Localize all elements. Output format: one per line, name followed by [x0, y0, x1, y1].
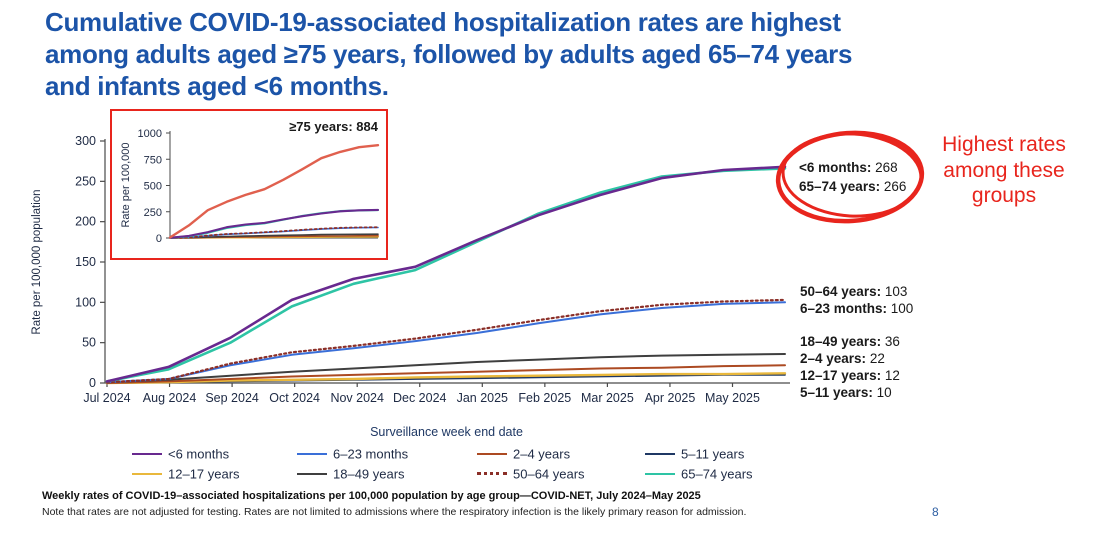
circled-label-65-74-years-name: 65–74 years:	[799, 179, 881, 194]
inset-y-tick-label: 1000	[138, 128, 162, 140]
main-x-tick-label: Apr 2025	[645, 391, 696, 405]
inset-y-tick-label: 500	[144, 181, 162, 193]
legend-item-18-49-years: 18–49 years	[297, 465, 405, 483]
legend-swatch-12-17-years	[132, 472, 162, 475]
inset-y-tick-label: 250	[144, 207, 162, 219]
footer-caption: Weekly rates of COVID-19–associated hosp…	[42, 490, 701, 502]
inset-peak-label: ≥75 years: 884	[289, 119, 379, 134]
legend-label-18-49-years: 18–49 years	[333, 466, 405, 482]
endpoint-label-50-64-years-name: 50–64 years:	[800, 284, 882, 299]
slide-title: Cumulative COVID-19-associated hospitali…	[45, 7, 853, 102]
main-y-tick-label: 200	[75, 215, 96, 229]
legend-item-5-11-years: 5–11 years	[645, 445, 744, 463]
legend-label-6-23-months: 6–23 months	[333, 446, 409, 462]
main-x-tick-label: Mar 2025	[581, 391, 634, 405]
main-y-tick-label: 50	[82, 336, 96, 350]
highlight-ellipse-inner	[781, 132, 923, 218]
endpoint-label-5-11-years-value: 10	[872, 385, 892, 400]
inset-y-axis-title: Rate per 100,000	[120, 142, 132, 227]
endpoint-label-18-49-years-value: 36	[881, 334, 900, 349]
legend-swatch-18-49-years	[297, 472, 327, 475]
legend-item-2-4-years: 2–4 years	[477, 445, 570, 463]
legend-label-50-64-years: 50–64 years	[513, 466, 585, 482]
main-x-tick-label: Jan 2025	[457, 391, 508, 405]
main-series-50-64-years-line	[105, 298, 787, 384]
main-x-tick-label: Feb 2025	[518, 391, 571, 405]
main-x-tick-label: Aug 2024	[143, 391, 197, 405]
main-y-tick-label: 150	[75, 255, 96, 269]
inset-y-tick-label: 750	[144, 154, 162, 166]
main-series-6-months-line	[105, 165, 787, 383]
highlight-note: Highest rates among these groups	[942, 133, 1066, 208]
main-x-tick-label: Jul 2024	[83, 391, 130, 405]
endpoint-label-2-4-years-value: 22	[866, 351, 885, 366]
circled-label-65-74-years: 65–74 years: 266	[799, 179, 906, 194]
legend-swatch-6-23-months	[297, 452, 327, 455]
legend-item-6-months: <6 months	[132, 445, 229, 463]
main-y-tick-label: 0	[89, 376, 96, 390]
page-number: 8	[932, 505, 939, 519]
legend-label-65-74-years: 65–74 years	[681, 466, 753, 482]
inset-y-tick-label: 0	[156, 233, 162, 245]
endpoint-label-2-4-years-name: 2–4 years:	[800, 351, 867, 366]
endpoint-label-5-11-years-name: 5–11 years:	[800, 385, 873, 400]
endpoint-label-50-64-years-value: 103	[881, 284, 908, 299]
main-series-12-17-years-line	[105, 372, 787, 385]
endpoint-label-12-17-years: 12–17 years: 12	[800, 368, 900, 383]
legend-label-5-11-years: 5–11 years	[681, 446, 745, 462]
inset-series-75-years-line	[168, 143, 380, 239]
circled-label-6-months-value: 268	[871, 160, 898, 175]
legend-swatch-50-64-years	[477, 472, 507, 476]
endpoint-label-12-17-years-name: 12–17 years:	[800, 368, 882, 383]
main-x-tick-label: Oct 2024	[269, 391, 320, 405]
main-series-2-4-years-line	[106, 364, 786, 384]
legend-item-65-74-years: 65–74 years	[645, 465, 753, 483]
main-y-tick-label: 300	[75, 134, 96, 148]
main-series-6-23-months-line	[106, 301, 786, 384]
main-y-tick-label: 250	[75, 174, 96, 188]
endpoint-label-2-4-years: 2–4 years: 22	[800, 351, 885, 366]
main-x-tick-label: Sep 2024	[205, 391, 259, 405]
circled-label-6-months-name: <6 months:	[799, 160, 872, 175]
endpoint-label-18-49-years-name: 18–49 years:	[800, 334, 882, 349]
main-x-tick-label: Dec 2024	[393, 391, 447, 405]
legend-item-6-23-months: 6–23 months	[297, 445, 408, 463]
circled-label-6-months: <6 months: 268	[799, 160, 898, 175]
main-x-tick-label: May 2025	[705, 391, 760, 405]
inset-series-6-months-line	[168, 208, 380, 239]
endpoint-label-18-49-years: 18–49 years: 36	[800, 334, 900, 349]
legend-label-12-17-years: 12–17 years	[168, 466, 240, 482]
main-series-18-49-years-line	[106, 353, 786, 384]
inset-series-50-64-years-line	[169, 226, 379, 239]
main-y-axis-title: Rate per 100,000 population	[31, 189, 43, 334]
legend-swatch-6-months	[132, 452, 162, 455]
endpoint-label-50-64-years: 50–64 years: 103	[800, 284, 907, 299]
endpoint-label-5-11-years: 5–11 years: 10	[800, 385, 892, 400]
endpoint-label-6-23-months: 6–23 months: 100	[800, 301, 913, 316]
footer-note: Note that rates are not adjusted for tes…	[42, 506, 747, 518]
legend-item-12-17-years: 12–17 years	[132, 465, 240, 483]
legend-label-6-months: <6 months	[168, 446, 230, 462]
legend-swatch-5-11-years	[645, 452, 675, 455]
x-axis-title: Surveillance week end date	[370, 425, 523, 439]
inset-series-18-49-years-line	[169, 233, 379, 239]
highlight-ellipse	[775, 130, 925, 224]
main-y-tick-label: 100	[75, 295, 96, 309]
endpoint-label-6-23-months-value: 100	[887, 301, 914, 316]
legend-swatch-2-4-years	[477, 452, 507, 455]
main-x-tick-label: Nov 2024	[330, 391, 384, 405]
legend-label-2-4-years: 2–4 years	[513, 446, 571, 462]
endpoint-label-6-23-months-name: 6–23 months:	[800, 301, 888, 316]
legend-swatch-65-74-years	[645, 472, 675, 475]
legend-item-50-64-years: 50–64 years	[477, 465, 585, 483]
chart-legend: <6 months 6–23 months 2–4 years 5–11 years 1…	[0, 445, 800, 485]
endpoint-label-12-17-years-value: 12	[881, 368, 900, 383]
circled-label-65-74-years-value: 266	[880, 179, 907, 194]
